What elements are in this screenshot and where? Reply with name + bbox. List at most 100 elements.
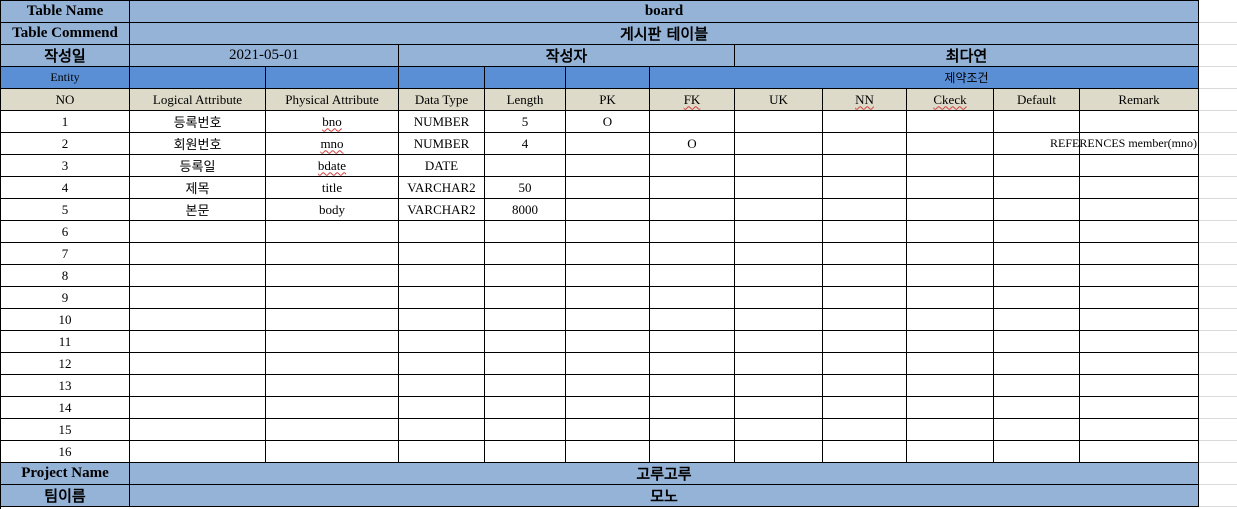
cell-logical-attribute[interactable] bbox=[130, 353, 266, 375]
cell-physical-attribute[interactable]: title bbox=[266, 177, 399, 199]
cell-uk[interactable] bbox=[735, 199, 823, 221]
col-header-length[interactable]: Length bbox=[485, 89, 566, 111]
cell-data-type[interactable]: NUMBER bbox=[399, 111, 485, 133]
cell-uk[interactable] bbox=[735, 375, 823, 397]
cell-uk[interactable] bbox=[735, 243, 823, 265]
cell-check[interactable] bbox=[907, 419, 994, 441]
cell-check[interactable] bbox=[907, 199, 994, 221]
cell-nn[interactable] bbox=[823, 419, 907, 441]
cell-length[interactable] bbox=[485, 419, 566, 441]
cell-uk[interactable] bbox=[735, 177, 823, 199]
cell-no[interactable]: 12 bbox=[1, 353, 130, 375]
cell-fk[interactable] bbox=[650, 265, 735, 287]
col-header-remark[interactable]: Remark bbox=[1080, 89, 1199, 111]
cell-default[interactable] bbox=[994, 221, 1080, 243]
cell-check[interactable] bbox=[907, 155, 994, 177]
cell-uk[interactable] bbox=[735, 155, 823, 177]
cell-pk[interactable]: O bbox=[566, 111, 650, 133]
table-comment-label[interactable]: Table Commend bbox=[1, 23, 130, 45]
col-header-data-type[interactable]: Data Type bbox=[399, 89, 485, 111]
col-header-pk[interactable]: PK bbox=[566, 89, 650, 111]
cell-default[interactable] bbox=[994, 441, 1080, 463]
cell-length[interactable]: 50 bbox=[485, 177, 566, 199]
cell-length[interactable] bbox=[485, 331, 566, 353]
cell-check[interactable] bbox=[907, 309, 994, 331]
cell-data-type[interactable] bbox=[399, 309, 485, 331]
cell-fk[interactable] bbox=[650, 221, 735, 243]
cell-remark[interactable] bbox=[1080, 397, 1199, 419]
cell-uk[interactable] bbox=[735, 441, 823, 463]
table-name-label[interactable]: Table Name bbox=[1, 1, 130, 23]
cell-data-type[interactable] bbox=[399, 397, 485, 419]
cell-nn[interactable] bbox=[823, 331, 907, 353]
cell-remark[interactable] bbox=[1080, 309, 1199, 331]
cell-no[interactable]: 1 bbox=[1, 111, 130, 133]
cell-fk[interactable] bbox=[650, 155, 735, 177]
cell-fk[interactable] bbox=[650, 331, 735, 353]
cell-logical-attribute[interactable]: 등록번호 bbox=[130, 111, 266, 133]
entity-blank-cell[interactable] bbox=[566, 67, 650, 89]
cell-length[interactable] bbox=[485, 265, 566, 287]
cell-data-type[interactable]: VARCHAR2 bbox=[399, 199, 485, 221]
cell-length[interactable]: 5 bbox=[485, 111, 566, 133]
cell-check[interactable] bbox=[907, 397, 994, 419]
cell-physical-attribute[interactable]: bno bbox=[266, 111, 399, 133]
col-header-default[interactable]: Default bbox=[994, 89, 1080, 111]
cell-data-type[interactable] bbox=[399, 243, 485, 265]
cell-default[interactable] bbox=[994, 397, 1080, 419]
cell-data-type[interactable]: NUMBER bbox=[399, 133, 485, 155]
cell-nn[interactable] bbox=[823, 199, 907, 221]
cell-check[interactable] bbox=[907, 353, 994, 375]
team-label[interactable]: 팀이름 bbox=[1, 485, 130, 507]
cell-data-type[interactable] bbox=[399, 287, 485, 309]
cell-remark[interactable] bbox=[1080, 419, 1199, 441]
cell-check[interactable] bbox=[907, 375, 994, 397]
cell-logical-attribute[interactable] bbox=[130, 419, 266, 441]
entity-blank-cell[interactable] bbox=[266, 67, 399, 89]
cell-check[interactable] bbox=[907, 133, 994, 155]
cell-data-type[interactable] bbox=[399, 331, 485, 353]
cell-physical-attribute[interactable] bbox=[266, 397, 399, 419]
cell-default[interactable] bbox=[994, 419, 1080, 441]
cell-physical-attribute[interactable] bbox=[266, 265, 399, 287]
cell-data-type[interactable] bbox=[399, 265, 485, 287]
cell-logical-attribute[interactable]: 본문 bbox=[130, 199, 266, 221]
cell-check[interactable] bbox=[907, 111, 994, 133]
cell-no[interactable]: 9 bbox=[1, 287, 130, 309]
cell-fk[interactable]: O bbox=[650, 133, 735, 155]
cell-fk[interactable] bbox=[650, 199, 735, 221]
cell-data-type[interactable] bbox=[399, 419, 485, 441]
cell-uk[interactable] bbox=[735, 353, 823, 375]
cell-nn[interactable] bbox=[823, 397, 907, 419]
created-label[interactable]: 작성일 bbox=[1, 45, 130, 67]
cell-logical-attribute[interactable] bbox=[130, 265, 266, 287]
cell-remark[interactable]: REFERENCES member(mno) bbox=[1050, 133, 1199, 155]
col-header-no[interactable]: NO bbox=[1, 89, 130, 111]
col-header-fk[interactable]: FK bbox=[650, 89, 735, 111]
cell-logical-attribute[interactable] bbox=[130, 375, 266, 397]
cell-nn[interactable] bbox=[823, 353, 907, 375]
cell-data-type[interactable] bbox=[399, 221, 485, 243]
cell-check[interactable] bbox=[907, 265, 994, 287]
team-value[interactable]: 모노 bbox=[130, 485, 1199, 507]
cell-physical-attribute[interactable] bbox=[266, 419, 399, 441]
cell-check[interactable] bbox=[907, 441, 994, 463]
cell-physical-attribute[interactable] bbox=[266, 309, 399, 331]
cell-remark[interactable] bbox=[1080, 155, 1199, 177]
cell-default[interactable] bbox=[994, 331, 1080, 353]
cell-remark[interactable] bbox=[1080, 441, 1199, 463]
cell-length[interactable] bbox=[485, 397, 566, 419]
cell-fk[interactable] bbox=[650, 353, 735, 375]
cell-physical-attribute[interactable] bbox=[266, 353, 399, 375]
cell-nn[interactable] bbox=[823, 177, 907, 199]
cell-length[interactable] bbox=[485, 353, 566, 375]
cell-no[interactable]: 16 bbox=[1, 441, 130, 463]
cell-nn[interactable] bbox=[823, 155, 907, 177]
cell-nn[interactable] bbox=[823, 441, 907, 463]
cell-nn[interactable] bbox=[823, 375, 907, 397]
col-header-nn[interactable]: NN bbox=[823, 89, 907, 111]
cell-fk[interactable] bbox=[650, 419, 735, 441]
cell-pk[interactable] bbox=[566, 221, 650, 243]
cell-logical-attribute[interactable]: 등록일 bbox=[130, 155, 266, 177]
cell-length[interactable]: 8000 bbox=[485, 199, 566, 221]
